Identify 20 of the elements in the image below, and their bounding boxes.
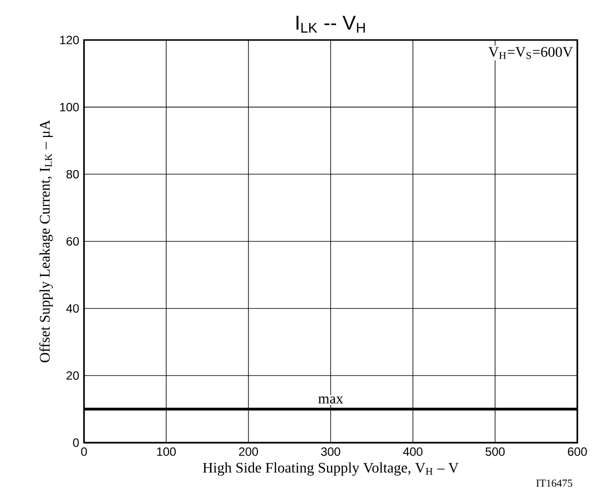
series-label: max bbox=[318, 396, 344, 404]
y-tick-label: 120 bbox=[60, 36, 79, 44]
y-tick-label: 20 bbox=[66, 371, 79, 380]
x-tick-label: 400 bbox=[403, 447, 422, 456]
y-tick-label: 80 bbox=[66, 170, 79, 178]
x-tick-label: 300 bbox=[321, 447, 340, 456]
x-tick-label: 100 bbox=[157, 447, 176, 456]
x-tick-label: 600 bbox=[568, 447, 587, 456]
x-axis-title: High Side Floating Supply Voltage, V$_{H}$ – V bbox=[202, 462, 459, 476]
chart-title: I$_{LK}$ -- V$_{H}$ bbox=[296, 16, 365, 33]
x-tick-label: 0 bbox=[81, 447, 87, 456]
text: IT16475 bbox=[536, 480, 572, 487]
y-tick-label: 40 bbox=[66, 304, 79, 313]
y-tick-label: 0 bbox=[73, 438, 79, 447]
annotation: V$_{H}$=V$_{S}$=600V bbox=[488, 46, 573, 59]
x-tick-label: 200 bbox=[239, 447, 258, 456]
y-tick-label: 60 bbox=[66, 237, 79, 246]
x-tick-label: 500 bbox=[486, 447, 505, 456]
y-tick-label: 100 bbox=[60, 102, 79, 112]
y-axis-title: Offset Supply Leakage Current, I$_{LK}$ – μA bbox=[39, 120, 53, 362]
